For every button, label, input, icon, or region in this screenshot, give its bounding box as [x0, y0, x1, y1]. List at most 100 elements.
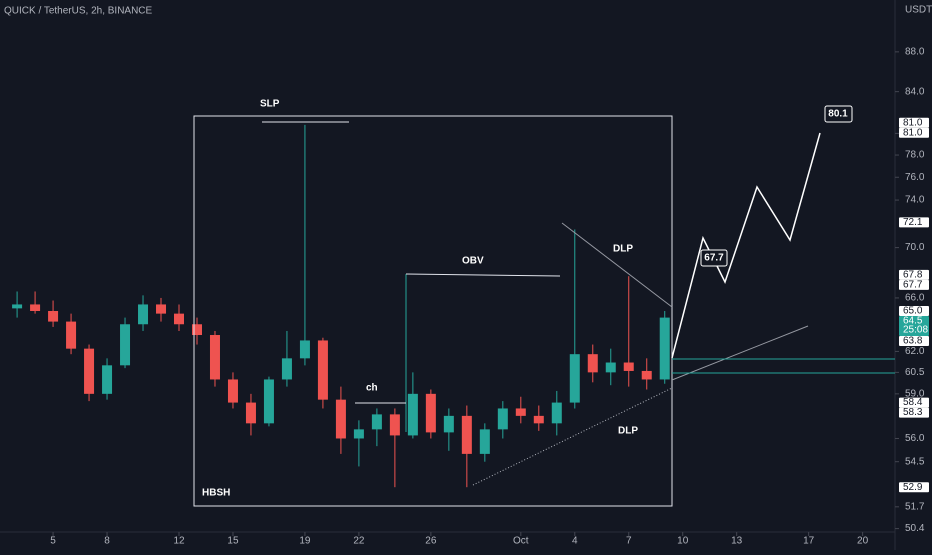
candle-body: [174, 313, 184, 325]
candle-body: [84, 348, 95, 394]
projection-label: 80.1: [828, 109, 848, 120]
x-tick-label: 8: [104, 536, 110, 547]
x-tick-label: 7: [626, 536, 632, 547]
price-tag: [899, 279, 929, 290]
candle-body: [317, 340, 328, 400]
candle-body: [66, 321, 77, 349]
candle-body: [48, 310, 59, 322]
projection-path: [671, 132, 821, 359]
x-tick-label: 22: [353, 536, 365, 547]
candle-body: [156, 304, 167, 314]
candle-body: [605, 362, 616, 373]
candle-body: [407, 393, 418, 436]
x-tick-label: 15: [227, 536, 239, 547]
candle-body: [227, 379, 238, 403]
candle-body: [353, 429, 364, 439]
countdown: 25:08: [903, 325, 928, 336]
y-tick-label: 70.0: [905, 242, 925, 253]
candle-body: [443, 415, 454, 433]
x-tick-label: Oct: [513, 536, 529, 547]
x-tick-label: 19: [299, 536, 311, 547]
candle-body: [335, 399, 346, 439]
candle-body: [425, 393, 436, 433]
annotation: SLP: [260, 99, 280, 110]
price-tag: [899, 397, 929, 408]
price-tag: [899, 482, 929, 493]
y-tick-label: 78.0: [905, 150, 925, 161]
candle-body: [30, 304, 41, 311]
price-tag-label: 67.8: [903, 270, 923, 281]
price-tag-label: 58.4: [903, 397, 923, 408]
candle-body: [191, 324, 202, 336]
y-tick-label: 76.0: [905, 172, 925, 183]
candle-body: [479, 429, 490, 454]
candle-body: [263, 379, 274, 424]
y-tick-label: 59.0: [905, 388, 925, 399]
obv-line: [405, 273, 561, 277]
price-unit: USDT: [905, 5, 932, 16]
price-tag: [899, 305, 929, 316]
candle-body: [587, 354, 598, 373]
candle-body: [245, 402, 256, 424]
price-tag-label: 67.7: [903, 280, 923, 291]
drawings: SLP OBV ch DLP DLP HBSH 67.7 80.1: [193, 99, 895, 507]
x-tick-label: 5: [50, 536, 56, 547]
price-tag: [899, 335, 929, 346]
x-tick-label: 13: [731, 536, 743, 547]
price-tag-label: 81.0: [903, 127, 923, 138]
y-tick-label: 51.7: [905, 501, 925, 512]
x-tick-label: 10: [677, 536, 689, 547]
upper-trendline: [561, 222, 673, 308]
candle-body: [461, 415, 472, 454]
x-tick-label: 12: [173, 536, 185, 547]
annotation: OBV: [462, 256, 484, 267]
y-tick-label: 74.0: [905, 195, 925, 206]
candles: [12, 124, 670, 488]
candle-body: [569, 354, 580, 403]
y-tick-label: 66.0: [905, 293, 925, 304]
projection-label-box: [700, 249, 728, 267]
candle-body: [12, 304, 23, 309]
annotation: DLP: [618, 426, 638, 437]
price-tag-label: 52.9: [903, 482, 923, 493]
x-tick-label: 4: [572, 536, 578, 547]
candle-body: [389, 414, 400, 436]
candle-body: [533, 415, 544, 424]
candle-body: [515, 408, 526, 416]
x-tick-label: 26: [425, 536, 437, 547]
y-tick-label: 54.5: [905, 456, 925, 467]
candle-body: [659, 317, 670, 380]
x-tick-label: 20: [857, 536, 869, 547]
candle-body: [299, 340, 310, 359]
price-tag-label: 63.8: [903, 336, 923, 347]
price-tag: [899, 315, 929, 336]
y-tick-label: 50.4: [905, 523, 925, 534]
candle-body: [623, 362, 634, 371]
candle-body: [371, 414, 382, 430]
candle-body: [209, 335, 220, 380]
annotation: HBSH: [202, 488, 230, 499]
candle-body: [120, 324, 131, 366]
candle-body: [497, 408, 508, 430]
y-tick-label: 60.5: [905, 367, 925, 378]
chart-title: QUICK / TetherUS, 2h, BINANCE: [4, 6, 153, 17]
y-tick-label: 84.0: [905, 86, 925, 97]
trendline-extension: [671, 325, 809, 381]
y-tick-label: 62.0: [905, 346, 925, 357]
price-tag-label: 72.1: [903, 217, 923, 228]
price-tag: [899, 127, 929, 138]
projection-label: 67.7: [704, 253, 724, 264]
price-tag: [899, 117, 929, 128]
price-tag-label: 65.0: [903, 306, 923, 317]
y-tick-label: 56.0: [905, 433, 925, 444]
annotation: ch: [366, 383, 378, 394]
price-tag: [899, 269, 929, 280]
price-tag: [899, 217, 929, 228]
lower-trendline: [472, 387, 673, 486]
x-tick-label: 17: [803, 536, 815, 547]
candle-body: [138, 304, 149, 325]
range-box: [193, 115, 673, 507]
price-tag-label: 58.3: [903, 407, 923, 418]
candle-body: [641, 370, 652, 380]
